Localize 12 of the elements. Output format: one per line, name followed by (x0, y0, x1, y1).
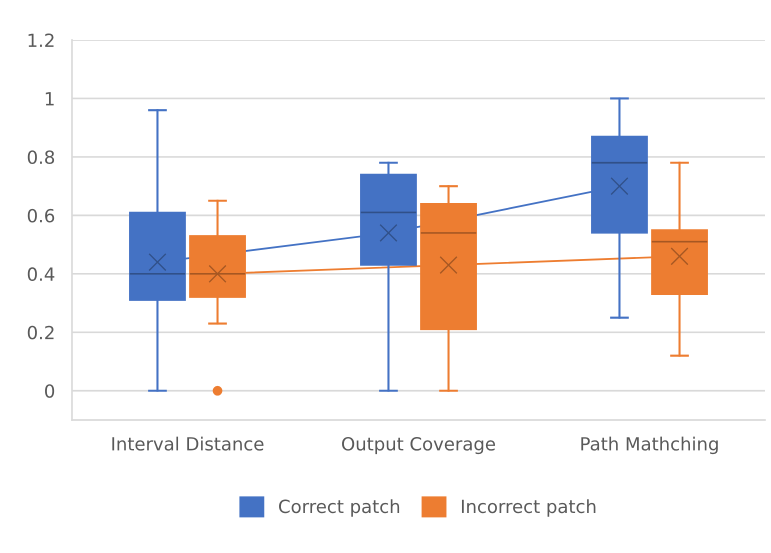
y-tick-label: 0.2 (28, 326, 54, 340)
y-tick-label: 0.8 (28, 150, 54, 164)
y-tick-label: 0.4 (28, 267, 54, 281)
y-tick-label: 1 (46, 92, 54, 106)
x-tick-label: Path Mathching (581, 436, 718, 454)
x-tick-label: Output Coverage (342, 436, 496, 454)
y-tick-label: 1.2 (28, 33, 54, 47)
y-tick-label: 0.6 (28, 208, 54, 222)
y-tick-label: 0 (45, 384, 54, 398)
legend-label: Correct patch (279, 499, 400, 517)
x-tick-label: Interval Distance (112, 436, 264, 451)
legend-label: Incorrect patch (462, 499, 596, 517)
